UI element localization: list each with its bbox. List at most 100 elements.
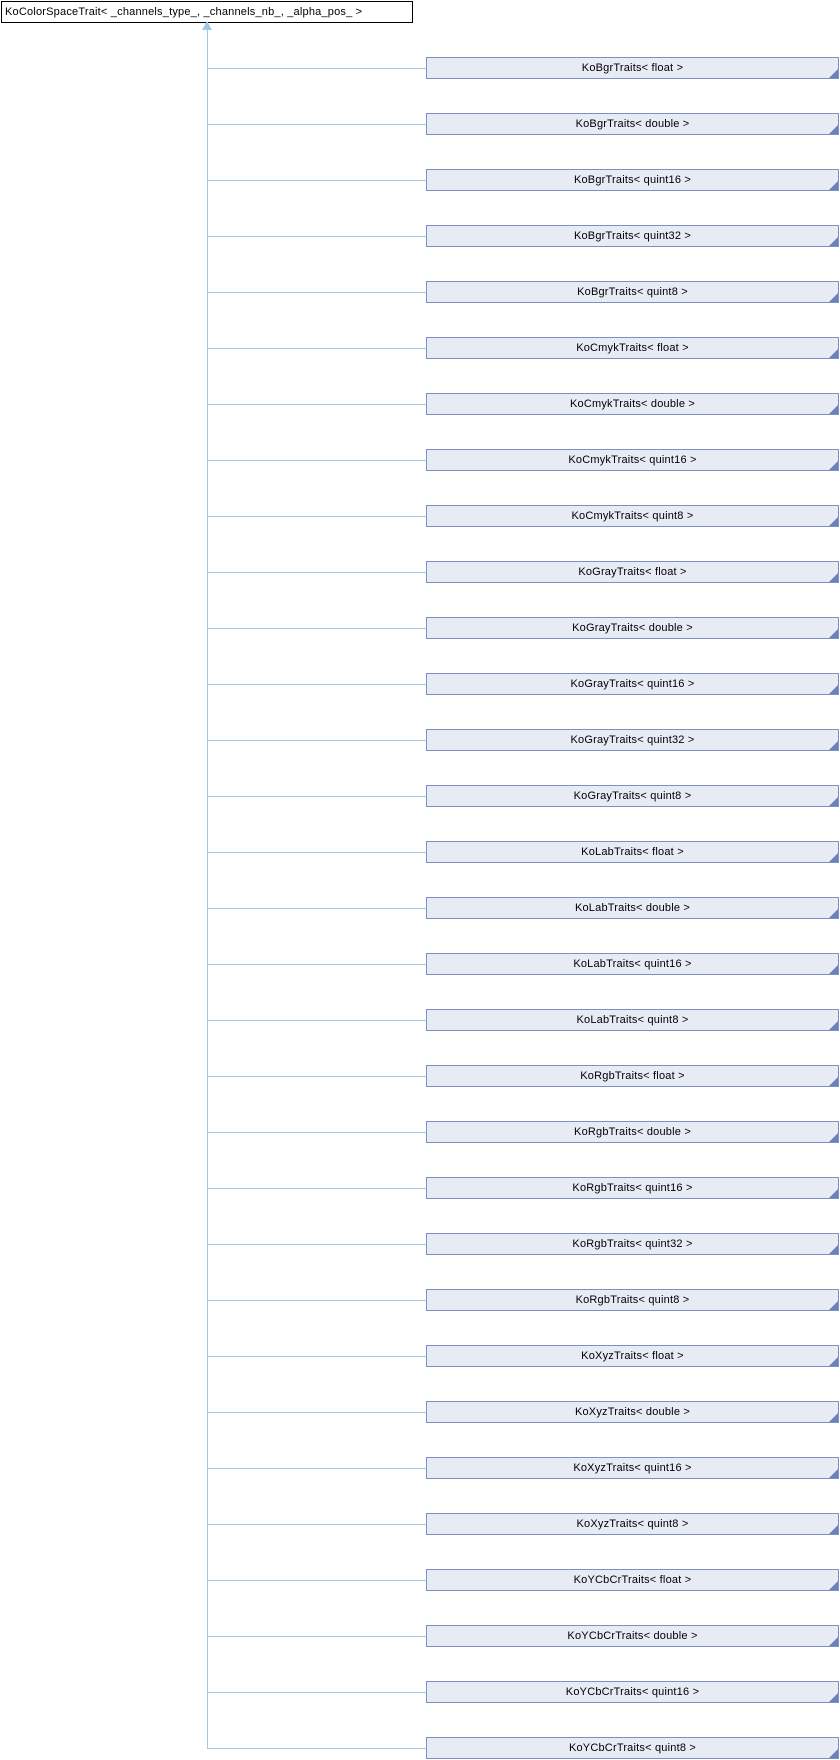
- inheritance-branch-line: [207, 236, 426, 237]
- derived-class-node[interactable]: KoGrayTraits< quint8 >: [426, 785, 839, 807]
- derived-class-label: KoXyzTraits< quint8 >: [576, 1518, 689, 1530]
- inheritance-branch-line: [207, 740, 426, 741]
- corner-fold-icon: [829, 181, 838, 190]
- corner-fold-icon: [829, 349, 838, 358]
- inheritance-branch-line: [207, 572, 426, 573]
- inheritance-branch-line: [207, 1076, 426, 1077]
- derived-class-node[interactable]: KoBgrTraits< double >: [426, 113, 839, 135]
- inheritance-branch-line: [207, 1020, 426, 1021]
- derived-class-node[interactable]: KoCmykTraits< float >: [426, 337, 839, 359]
- corner-fold-icon: [829, 69, 838, 78]
- inheritance-branch-line: [207, 1524, 426, 1525]
- derived-class-node[interactable]: KoGrayTraits< float >: [426, 561, 839, 583]
- corner-fold-icon: [829, 517, 838, 526]
- derived-class-node[interactable]: KoLabTraits< quint8 >: [426, 1009, 839, 1031]
- derived-class-node[interactable]: KoXyzTraits< float >: [426, 1345, 839, 1367]
- derived-class-node[interactable]: KoYCbCrTraits< quint16 >: [426, 1681, 839, 1703]
- inheritance-branch-line: [207, 1748, 426, 1749]
- inheritance-branch-line: [207, 348, 426, 349]
- derived-class-label: KoYCbCrTraits< float >: [573, 1574, 692, 1586]
- corner-fold-icon: [829, 1413, 838, 1422]
- corner-fold-icon: [829, 1693, 838, 1702]
- derived-class-node[interactable]: KoBgrTraits< quint16 >: [426, 169, 839, 191]
- derived-class-node[interactable]: KoCmykTraits< double >: [426, 393, 839, 415]
- root-class-label: KoColorSpaceTrait< _channels_type_, _cha…: [5, 6, 363, 18]
- corner-fold-icon: [829, 1245, 838, 1254]
- corner-fold-icon: [829, 909, 838, 918]
- derived-class-label: KoCmykTraits< quint16 >: [568, 454, 697, 466]
- corner-fold-icon: [829, 1357, 838, 1366]
- inheritance-branch-line: [207, 1468, 426, 1469]
- derived-class-node[interactable]: KoRgbTraits< quint32 >: [426, 1233, 839, 1255]
- derived-class-label: KoXyzTraits< quint16 >: [573, 1462, 692, 1474]
- derived-class-node[interactable]: KoLabTraits< float >: [426, 841, 839, 863]
- derived-class-label: KoBgrTraits< quint32 >: [573, 230, 692, 242]
- corner-fold-icon: [829, 405, 838, 414]
- inheritance-branch-line: [207, 628, 426, 629]
- corner-fold-icon: [829, 461, 838, 470]
- inheritance-trunk-line: [207, 22, 208, 1748]
- corner-fold-icon: [829, 741, 838, 750]
- derived-class-label: KoBgrTraits< double >: [575, 118, 690, 130]
- derived-class-node[interactable]: KoXyzTraits< quint8 >: [426, 1513, 839, 1535]
- corner-fold-icon: [829, 1525, 838, 1534]
- derived-class-label: KoYCbCrTraits< quint8 >: [568, 1742, 697, 1754]
- derived-class-label: KoGrayTraits< quint16 >: [570, 678, 695, 690]
- derived-class-node[interactable]: KoBgrTraits< quint8 >: [426, 281, 839, 303]
- derived-class-label: KoBgrTraits< float >: [581, 62, 684, 74]
- corner-fold-icon: [829, 573, 838, 582]
- derived-class-node[interactable]: KoLabTraits< double >: [426, 897, 839, 919]
- derived-class-node[interactable]: KoBgrTraits< quint32 >: [426, 225, 839, 247]
- derived-class-node[interactable]: KoXyzTraits< double >: [426, 1401, 839, 1423]
- derived-class-label: KoYCbCrTraits< double >: [567, 1630, 698, 1642]
- inheritance-branch-line: [207, 1636, 426, 1637]
- derived-class-node[interactable]: KoXyzTraits< quint16 >: [426, 1457, 839, 1479]
- derived-class-label: KoRgbTraits< quint32 >: [572, 1238, 693, 1250]
- derived-class-node[interactable]: KoBgrTraits< float >: [426, 57, 839, 79]
- derived-class-node[interactable]: KoCmykTraits< quint16 >: [426, 449, 839, 471]
- derived-class-node[interactable]: KoGrayTraits< quint32 >: [426, 729, 839, 751]
- derived-class-node[interactable]: KoYCbCrTraits< double >: [426, 1625, 839, 1647]
- inheritance-branch-line: [207, 964, 426, 965]
- derived-class-label: KoLabTraits< quint16 >: [573, 958, 692, 970]
- corner-fold-icon: [829, 685, 838, 694]
- derived-class-node[interactable]: KoRgbTraits< quint16 >: [426, 1177, 839, 1199]
- corner-fold-icon: [829, 629, 838, 638]
- derived-class-label: KoBgrTraits< quint16 >: [573, 174, 692, 186]
- corner-fold-icon: [829, 1189, 838, 1198]
- derived-class-node[interactable]: KoRgbTraits< quint8 >: [426, 1289, 839, 1311]
- derived-class-label: KoCmykTraits< double >: [569, 398, 696, 410]
- inheritance-branch-line: [207, 908, 426, 909]
- derived-class-node[interactable]: KoGrayTraits< quint16 >: [426, 673, 839, 695]
- corner-fold-icon: [829, 1077, 838, 1086]
- inheritance-branch-line: [207, 1412, 426, 1413]
- derived-class-node[interactable]: KoGrayTraits< double >: [426, 617, 839, 639]
- derived-class-node[interactable]: KoRgbTraits< double >: [426, 1121, 839, 1143]
- derived-class-node[interactable]: KoYCbCrTraits< quint8 >: [426, 1737, 839, 1759]
- corner-fold-icon: [829, 797, 838, 806]
- inheritance-branch-line: [207, 1580, 426, 1581]
- inheritance-branch-line: [207, 852, 426, 853]
- derived-class-node[interactable]: KoCmykTraits< quint8 >: [426, 505, 839, 527]
- inheritance-branch-line: [207, 124, 426, 125]
- corner-fold-icon: [829, 1469, 838, 1478]
- derived-class-node[interactable]: KoLabTraits< quint16 >: [426, 953, 839, 975]
- inheritance-branch-line: [207, 1356, 426, 1357]
- corner-fold-icon: [829, 853, 838, 862]
- inheritance-branch-line: [207, 516, 426, 517]
- corner-fold-icon: [829, 125, 838, 134]
- corner-fold-icon: [829, 1749, 838, 1758]
- derived-class-node[interactable]: KoYCbCrTraits< float >: [426, 1569, 839, 1591]
- derived-class-label: KoLabTraits< double >: [574, 902, 691, 914]
- corner-fold-icon: [829, 1581, 838, 1590]
- corner-fold-icon: [829, 1301, 838, 1310]
- derived-class-label: KoGrayTraits< double >: [572, 622, 693, 634]
- derived-class-label: KoGrayTraits< quint8 >: [573, 790, 692, 802]
- inheritance-branch-line: [207, 180, 426, 181]
- derived-class-label: KoCmykTraits< quint8 >: [571, 510, 694, 522]
- corner-fold-icon: [829, 293, 838, 302]
- derived-class-label: KoRgbTraits< float >: [580, 1070, 685, 1082]
- derived-class-node[interactable]: KoRgbTraits< float >: [426, 1065, 839, 1087]
- inheritance-branch-line: [207, 1132, 426, 1133]
